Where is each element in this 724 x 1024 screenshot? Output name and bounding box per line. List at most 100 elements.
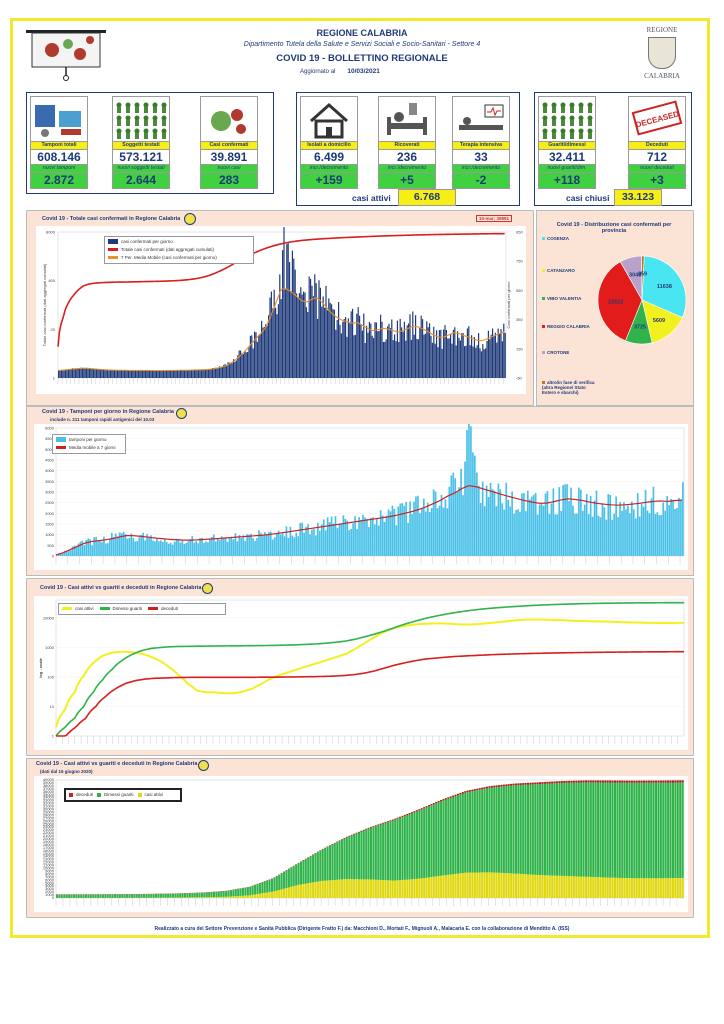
chart4-recovered-bar <box>140 894 143 898</box>
chart2-bar <box>228 538 231 556</box>
chart1-daily-bar <box>405 340 407 378</box>
chart4-recovered-bar <box>174 893 177 898</box>
pie-legend: COSENZA CATANZARO VIBO VALENTIA REGGIO CALA… <box>540 230 600 400</box>
kpi-label: Soggetti testati <box>112 142 170 150</box>
chart4-recovered-bar <box>128 894 131 898</box>
chart4-recovered-bar <box>362 830 365 880</box>
chart1-daily-bar <box>373 338 375 378</box>
chart1-daily-bar <box>198 370 200 378</box>
chart2-bar <box>403 505 406 556</box>
chart1-daily-bar <box>184 370 186 378</box>
chart4-deceased-bar <box>483 787 486 789</box>
chart4-deceased-bar <box>341 839 344 840</box>
chart2-bar <box>566 484 568 556</box>
chart4-recovered-bar <box>213 891 216 898</box>
chart2-bar <box>248 534 250 556</box>
chart2-bar <box>525 511 527 556</box>
chart4-active-bar <box>324 880 327 898</box>
chart2-bar <box>419 513 421 556</box>
chart4-deceased-bar <box>403 814 406 816</box>
chart2-bar <box>279 534 282 556</box>
chart1-daily-bar <box>192 370 194 378</box>
chart1-daily-bar <box>139 370 141 378</box>
chart4-recovered-bar <box>171 893 174 898</box>
chart4-recovered-bar <box>565 782 568 877</box>
chart2-bar <box>283 536 286 556</box>
chart2-bar <box>617 517 619 556</box>
chart2-bar <box>570 487 572 556</box>
chart4-active-bar <box>263 892 266 898</box>
chart2-bar <box>642 506 645 556</box>
chart1-daily-bar <box>273 289 275 378</box>
chart2-bar <box>87 538 90 556</box>
chart2-bar <box>273 537 276 556</box>
chart3-ytick: 1000 <box>45 645 55 650</box>
kpi-value: 33 <box>452 150 510 165</box>
chart1-daily-bar <box>220 366 222 378</box>
chart4-recovered-bar <box>287 869 290 888</box>
chart2-bar <box>513 513 515 556</box>
kpi-tile: Guariti/dimessi 32.411 nuovi guariti/dim. +… <box>538 96 596 189</box>
chart1-daily-bar <box>207 369 209 378</box>
chart2-bar <box>364 517 366 556</box>
chart2-ytick: 5500 <box>45 436 55 441</box>
chart2-bar <box>63 550 66 556</box>
chart4-recovered-bar <box>464 792 467 873</box>
kpi-delta-label: nuovi deceduti <box>628 165 686 173</box>
chart1-daily-bar <box>146 370 148 378</box>
chart2-bar <box>421 508 423 556</box>
chart2-bar <box>472 452 474 556</box>
chart4-active-bar <box>488 872 491 898</box>
chart2-bar <box>207 542 209 556</box>
chart4-active-bar <box>229 896 232 898</box>
chart1-daily-bar <box>310 278 312 378</box>
chart1-legend-total: Totale casi confermati (dati aggregati c… <box>108 246 250 254</box>
chart2-bar <box>546 491 549 556</box>
chart1-daily-bar <box>247 352 249 378</box>
chart1-daily-bar <box>430 335 432 378</box>
chart2-bar <box>527 490 529 556</box>
chart4-active-bar <box>413 879 416 898</box>
chart2-bar <box>338 524 341 556</box>
chart4-title: Covid 19 - Casi attivi vs guariti e dece… <box>36 761 198 767</box>
chart4-active-bar <box>377 879 380 898</box>
chart4-active-bar <box>638 878 641 898</box>
chart4-active-bar <box>527 874 530 898</box>
chart4-active-bar <box>442 875 445 898</box>
chart2-bar <box>558 487 561 556</box>
chart4-deceased-bar <box>638 780 641 783</box>
chart2-bar <box>489 482 492 556</box>
chart4-active-bar <box>652 878 655 898</box>
chart2-bar <box>634 518 637 556</box>
chart4-active-bar <box>580 876 583 898</box>
chart1-daily-bar <box>328 298 330 378</box>
chart4-active-bar <box>208 897 211 898</box>
kpi-delta-value: +5 <box>378 173 436 189</box>
chart4-deceased-bar <box>681 780 684 783</box>
chart2-bar <box>436 508 439 556</box>
chart2-bar <box>205 541 207 556</box>
chart2-bar <box>95 536 97 556</box>
chart1-daily-bar <box>352 308 354 378</box>
chart1-daily-bar <box>371 335 373 378</box>
chart4-deceased-bar <box>541 782 544 784</box>
chart4-deceased-bar <box>432 803 435 805</box>
chart2-bar <box>540 503 543 556</box>
chart1-daily-bar <box>114 370 116 378</box>
chart4-ytick: 0 <box>52 895 55 900</box>
region-heading: REGIONE CALABRIA <box>316 28 408 38</box>
chart2-bar <box>187 541 190 556</box>
chart2-bar <box>371 517 374 556</box>
chart2-bar <box>576 513 578 556</box>
chart2-bar <box>379 510 382 556</box>
chart4-recovered-bar <box>188 893 191 898</box>
chart1-daily-bar <box>258 334 260 378</box>
chart2-bar <box>430 507 433 556</box>
chart2-bar <box>305 527 307 556</box>
kpi-label: Terapia intensiva <box>452 142 510 150</box>
chart4-recovered-bar <box>58 894 61 898</box>
chart2-bar <box>216 538 219 556</box>
chart2-bar <box>116 536 119 556</box>
chart4-deceased-bar <box>459 792 462 795</box>
chart1-daily-bar <box>219 366 221 378</box>
